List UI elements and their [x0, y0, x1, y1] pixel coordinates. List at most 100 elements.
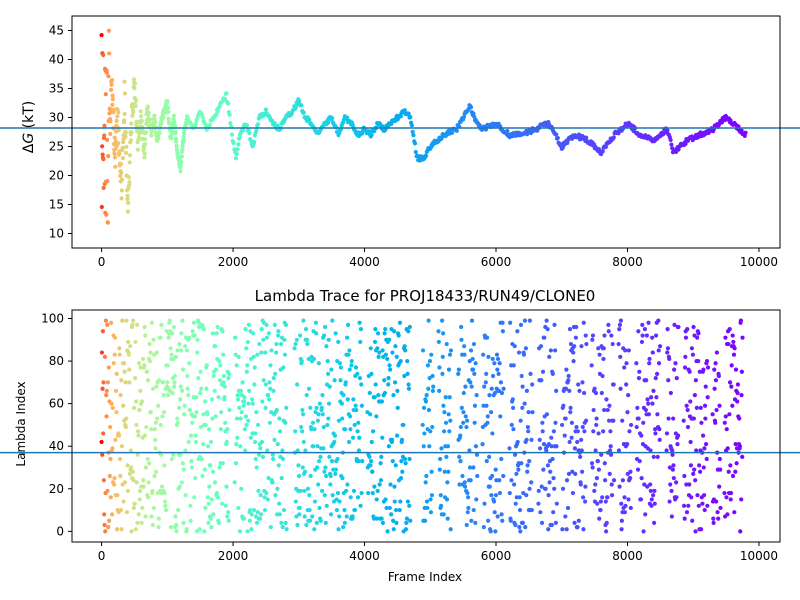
y-tick-label: 0	[56, 524, 64, 538]
lambda-point	[257, 516, 263, 521]
lambda-point	[298, 333, 303, 338]
lambda-point	[209, 525, 214, 530]
lambda-point	[317, 459, 322, 464]
lambda-point	[541, 467, 546, 472]
lambda-point	[572, 344, 577, 349]
lambda-point	[300, 412, 306, 417]
lambda-point	[320, 393, 325, 398]
delta-g-x-axis: 0 2000 4000 6000 8000 10000	[98, 248, 778, 269]
lambda-point	[665, 350, 670, 355]
lambda-point	[99, 439, 104, 445]
lambda-point	[422, 518, 428, 523]
lambda-point	[251, 354, 256, 359]
lambda-point	[549, 435, 554, 440]
delta-g-point	[107, 111, 112, 116]
delta-g-point	[535, 128, 540, 133]
lambda-point	[603, 478, 608, 483]
lambda-point	[459, 337, 464, 342]
lambda-point	[262, 507, 268, 513]
lambda-point	[147, 461, 152, 466]
lambda-point	[341, 393, 346, 398]
delta-g-point	[471, 111, 476, 116]
lambda-point	[467, 358, 472, 364]
lambda-point	[640, 333, 645, 338]
lambda-point	[375, 331, 381, 336]
lambda-point	[153, 446, 158, 451]
lambda-point	[596, 431, 601, 436]
lambda-point	[255, 422, 261, 428]
lambda-point	[265, 497, 270, 502]
lambda-point	[728, 490, 734, 496]
lambda-point	[427, 444, 432, 449]
lambda-point	[304, 337, 310, 342]
lambda-point	[485, 414, 490, 419]
lambda-point	[628, 476, 633, 481]
lambda-point	[656, 348, 661, 353]
lambda-point	[738, 529, 743, 534]
lambda-point	[402, 344, 407, 349]
delta-g-point	[106, 74, 111, 79]
lambda-point	[253, 431, 258, 436]
delta-g-point	[228, 121, 233, 126]
lambda-point	[348, 495, 353, 500]
delta-g-point	[143, 141, 148, 147]
lambda-point	[637, 459, 642, 464]
lambda-point	[445, 480, 450, 485]
lambda-point	[207, 484, 212, 489]
lambda-point	[277, 512, 282, 517]
lambda-point	[537, 437, 542, 442]
lambda-point	[118, 473, 123, 479]
lambda-point	[591, 407, 596, 413]
lambda-point	[139, 399, 145, 404]
delta-g-point	[296, 99, 302, 104]
lambda-point	[177, 405, 182, 411]
delta-g-point	[108, 131, 113, 137]
delta-g-point	[136, 135, 142, 140]
delta-g-point	[247, 130, 252, 136]
lambda-point	[160, 414, 165, 419]
lambda-point	[550, 371, 555, 376]
delta-g-point	[125, 197, 130, 202]
delta-g-point	[237, 136, 242, 141]
delta-g-point	[127, 160, 132, 165]
delta-g-point	[412, 141, 418, 146]
lambda-point	[397, 507, 402, 513]
delta-g-point	[224, 91, 229, 96]
delta-g-point	[235, 147, 240, 152]
lambda-point	[325, 422, 330, 428]
lambda-point	[313, 410, 318, 415]
lambda-point	[649, 497, 654, 502]
lambda-point	[639, 339, 645, 345]
lambda-point	[275, 441, 280, 447]
delta-g-point	[100, 144, 105, 149]
lambda-point	[250, 397, 255, 402]
lambda-point	[497, 490, 503, 496]
lambda-point	[332, 378, 337, 383]
lambda-point	[598, 507, 603, 513]
lambda-point	[238, 444, 243, 449]
x-tick-label: 0	[98, 255, 106, 269]
lambda-point	[201, 327, 206, 332]
lambda-point	[608, 429, 613, 434]
delta-g-point	[231, 140, 236, 146]
lambda-point	[474, 393, 479, 398]
lambda-point	[607, 403, 612, 408]
lambda-point	[464, 424, 469, 430]
delta-g-point	[200, 115, 205, 120]
lambda-point	[293, 429, 298, 434]
lambda-point	[474, 452, 480, 457]
lambda-point	[693, 529, 698, 534]
lambda-point	[327, 384, 332, 389]
lambda-point	[651, 454, 656, 459]
lambda-point	[569, 420, 575, 425]
lambda-point	[173, 354, 178, 359]
lambda-point	[138, 365, 143, 370]
lambda-point	[126, 339, 131, 345]
delta-g-point	[179, 154, 184, 159]
lambda-point	[495, 367, 500, 372]
lambda-point	[170, 331, 175, 336]
lambda-point	[693, 378, 698, 383]
lambda-point	[444, 341, 449, 347]
lambda-point	[696, 331, 701, 336]
